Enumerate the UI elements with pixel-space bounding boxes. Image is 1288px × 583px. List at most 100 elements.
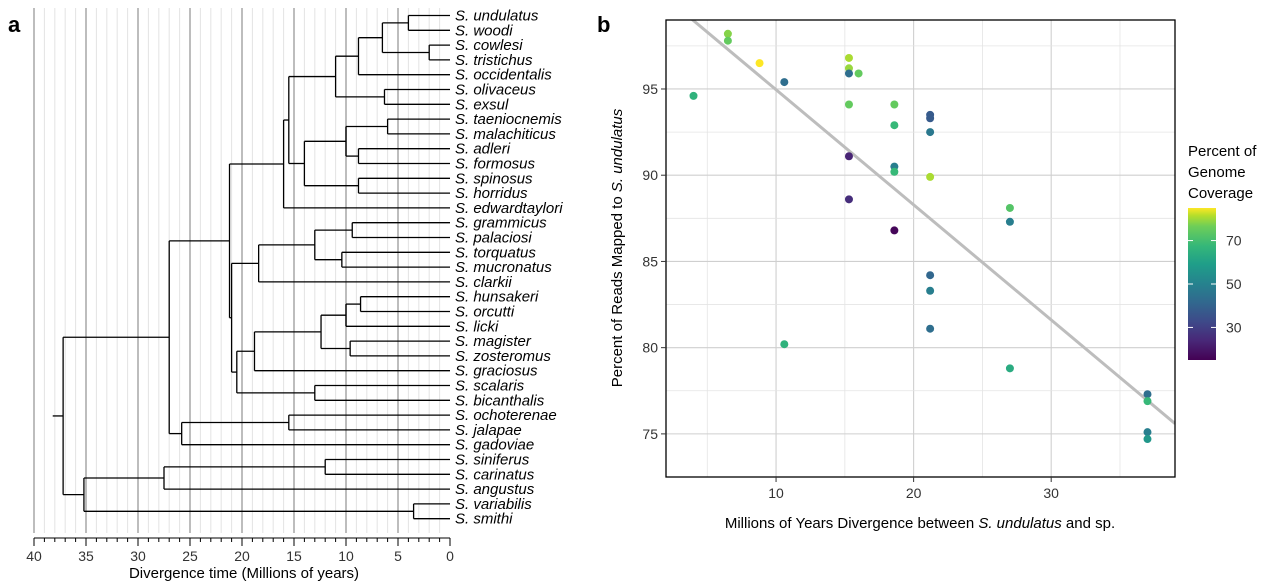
y-tick-label: 95 bbox=[642, 81, 658, 97]
y-tick-label: 75 bbox=[642, 426, 658, 442]
scatter-y-label-species: S. undulatus bbox=[609, 108, 626, 192]
scatter-point bbox=[780, 340, 789, 349]
tip-label: S. occidentalis bbox=[455, 67, 552, 84]
scatter-plot-frame bbox=[665, 19, 1176, 478]
scatter-x-label-prefix: Millions of Years Divergence between bbox=[725, 515, 978, 532]
legend-tick-label: 30 bbox=[1226, 319, 1242, 335]
tip-label: S. zosteromus bbox=[455, 348, 551, 365]
scatter-point bbox=[926, 172, 935, 181]
scatter-point bbox=[780, 78, 789, 87]
scatter-y-label-prefix: Percent of Reads Mapped to bbox=[609, 192, 626, 387]
scatter-point bbox=[844, 100, 853, 109]
y-tick-label: 80 bbox=[642, 340, 658, 356]
scatter-point bbox=[1005, 364, 1014, 373]
scatter-point bbox=[890, 167, 899, 176]
tip-label: S. woodi bbox=[455, 22, 513, 39]
scatter-point bbox=[844, 69, 853, 78]
time-tick-label: 30 bbox=[130, 548, 146, 564]
scatter-panel-background bbox=[666, 20, 1175, 477]
scatter-trend-line bbox=[690, 20, 1175, 425]
tip-label: S. torquatus bbox=[455, 244, 536, 261]
dendrogram-branches bbox=[52, 14, 450, 520]
x-tick-label: 30 bbox=[1043, 485, 1059, 501]
scatter-point bbox=[854, 69, 863, 78]
scatter-x-label-species: S. undulatus bbox=[978, 515, 1062, 532]
tip-label: S. adleri bbox=[455, 141, 511, 158]
scatter-point bbox=[890, 121, 899, 130]
scatter-point bbox=[1143, 435, 1152, 444]
panel-a-label: a bbox=[8, 12, 21, 37]
panel-b-label: b bbox=[597, 12, 610, 37]
scatter-point bbox=[844, 195, 853, 204]
scatter-point bbox=[926, 286, 935, 295]
scatter-y-axis-label: Percent of Reads Mapped to S. undulatus bbox=[609, 108, 626, 387]
scatter-point bbox=[1143, 390, 1152, 399]
tip-label: S. edwardtaylori bbox=[455, 200, 563, 217]
tip-label: S. carinatus bbox=[455, 466, 535, 483]
tip-label: S. angustus bbox=[455, 481, 535, 498]
tip-label: S. orcutti bbox=[455, 304, 515, 321]
scatter-gridlines bbox=[666, 20, 1175, 477]
tip-label: S. clarkii bbox=[455, 274, 512, 291]
scatter-point bbox=[689, 91, 698, 100]
tip-label: S. hunsakeri bbox=[455, 289, 539, 306]
scatter-x-label-suffix: and sp. bbox=[1062, 515, 1115, 532]
legend-tick-label: 70 bbox=[1226, 233, 1242, 249]
tip-label: S. scalaris bbox=[455, 378, 525, 395]
scatter-point bbox=[844, 53, 853, 62]
legend-ticks: 70 50 30 bbox=[1188, 233, 1242, 335]
scatter-point bbox=[926, 128, 935, 137]
legend-title-line-2: Genome bbox=[1188, 164, 1246, 181]
scatter-point bbox=[755, 59, 764, 68]
time-tick-label: 20 bbox=[234, 548, 250, 564]
tip-label: S. spinosus bbox=[455, 170, 533, 187]
tip-label: S. exsul bbox=[455, 96, 509, 113]
color-legend: Percent of Genome Coverage 70 50 30 bbox=[1188, 143, 1257, 360]
tip-label: S. grammicus bbox=[455, 215, 547, 232]
time-tick-label: 25 bbox=[182, 548, 198, 564]
scatter-point bbox=[844, 152, 853, 161]
scatter-x-axis-label: Millions of Years Divergence between S. … bbox=[725, 515, 1115, 532]
tip-label: S. palaciosi bbox=[455, 230, 532, 247]
x-tick-label: 10 bbox=[768, 485, 784, 501]
time-tick-label: 40 bbox=[26, 548, 42, 564]
y-tick-label: 90 bbox=[642, 167, 658, 183]
legend-title-line-3: Coverage bbox=[1188, 185, 1253, 202]
scatter-points bbox=[689, 29, 1152, 444]
scatter-point bbox=[723, 29, 732, 38]
scatter-point bbox=[890, 226, 899, 235]
tip-label: S. malachiticus bbox=[455, 126, 556, 143]
tip-label: S. siniferus bbox=[455, 452, 530, 469]
scatter-point bbox=[1005, 203, 1014, 212]
scatter-axes-ticks: 10 20 30 75 80 85 90 95 bbox=[642, 81, 1059, 501]
y-tick-label: 85 bbox=[642, 253, 658, 269]
scatter-point bbox=[723, 36, 732, 45]
tip-label: S. jalapae bbox=[455, 422, 522, 439]
scatter-point bbox=[890, 100, 899, 109]
tip-label: S. gadoviae bbox=[455, 437, 534, 454]
dendrogram-x-axis-label: Divergence time (Millions of years) bbox=[129, 565, 359, 582]
scatter-point bbox=[926, 114, 935, 123]
legend-title-line-1: Percent of bbox=[1188, 143, 1257, 160]
time-tick-label: 10 bbox=[338, 548, 354, 564]
tip-label: S. variabilis bbox=[455, 496, 532, 513]
tip-label: S. smithi bbox=[455, 511, 513, 528]
tip-label: S. cowlesi bbox=[455, 37, 523, 54]
tip-label: S. bicanthalis bbox=[455, 392, 545, 409]
tip-label: S. undulatus bbox=[455, 8, 539, 25]
x-tick-label: 20 bbox=[906, 485, 922, 501]
dendrogram-time-axis: 40 35 30 25 20 15 10 5 0 bbox=[26, 537, 454, 564]
tip-label: S. formosus bbox=[455, 156, 536, 173]
dendrogram-time-gridlines bbox=[33, 8, 441, 533]
time-tick-label: 15 bbox=[286, 548, 302, 564]
tip-label: S. mucronatus bbox=[455, 259, 552, 276]
tip-label: S. tristichus bbox=[455, 52, 533, 69]
scatter-point bbox=[1143, 428, 1152, 437]
tip-label: S. graciosus bbox=[455, 363, 538, 380]
tip-label: S. olivaceus bbox=[455, 82, 536, 99]
time-tick-label: 0 bbox=[446, 548, 454, 564]
time-tick-label: 5 bbox=[394, 548, 402, 564]
tip-label: S. taeniocnemis bbox=[455, 111, 562, 128]
